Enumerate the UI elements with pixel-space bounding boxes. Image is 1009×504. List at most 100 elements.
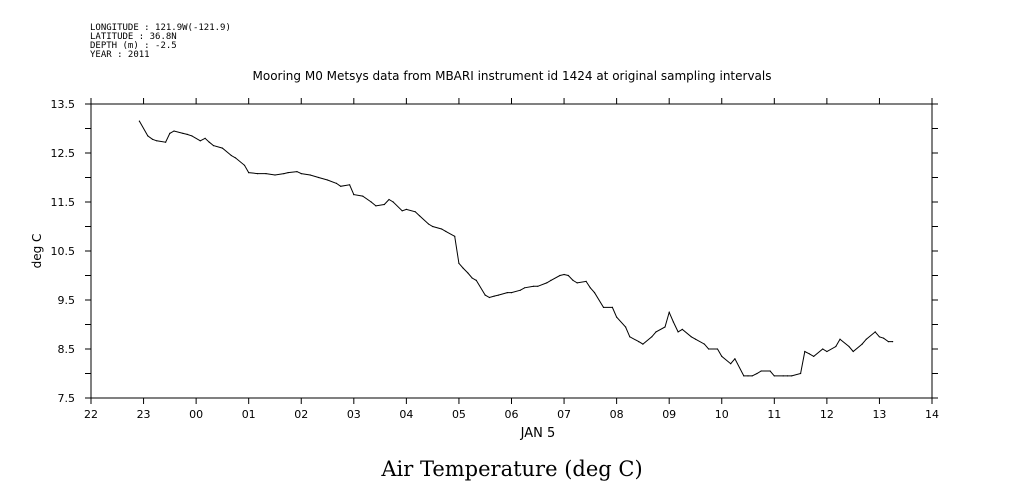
data-point bbox=[454, 235, 456, 237]
x-tick-label: 02 bbox=[294, 408, 308, 421]
data-point bbox=[173, 130, 175, 132]
data-point bbox=[813, 355, 815, 357]
data-point bbox=[471, 277, 473, 279]
data-point bbox=[572, 279, 574, 281]
data-point bbox=[248, 172, 250, 174]
data-point bbox=[432, 225, 434, 228]
data-point bbox=[510, 292, 513, 294]
x-tick-label: 08 bbox=[610, 408, 624, 421]
tick-labels: 22 23 00 01 02 03 04 05 06 07 08 09 10 11 12 13 14 7.5 8.5… bbox=[51, 98, 940, 421]
data-point bbox=[445, 230, 447, 232]
data-point bbox=[734, 358, 736, 360]
data-point bbox=[533, 285, 535, 287]
data-point bbox=[708, 348, 710, 350]
data-point bbox=[852, 350, 854, 353]
x-tick-label: 01 bbox=[242, 408, 256, 421]
x-tick-label: 00 bbox=[189, 408, 203, 421]
data-point bbox=[186, 133, 188, 135]
y-tick-label: 10.5 bbox=[51, 245, 76, 258]
x-tick-label: 03 bbox=[347, 408, 361, 421]
data-point bbox=[550, 279, 552, 281]
data-point bbox=[405, 208, 407, 210]
data-point bbox=[826, 350, 828, 353]
data-point bbox=[822, 348, 824, 350]
x-tick-label: 13 bbox=[872, 408, 886, 421]
data-point bbox=[497, 294, 499, 296]
data-point bbox=[156, 140, 158, 142]
data-point bbox=[401, 210, 403, 212]
data-point bbox=[747, 375, 749, 377]
series-line bbox=[138, 120, 893, 377]
data-point bbox=[589, 287, 591, 289]
data-point bbox=[300, 173, 302, 175]
x-tick-label: 06 bbox=[505, 408, 519, 421]
data-point bbox=[791, 375, 793, 377]
data-point bbox=[212, 145, 215, 147]
metadata-depth: DEPTH (m) : -2.5 bbox=[90, 41, 177, 51]
data-point bbox=[546, 282, 548, 284]
data-point bbox=[576, 282, 578, 284]
data-point bbox=[883, 337, 885, 339]
data-point bbox=[383, 203, 385, 206]
plot-area-frame bbox=[90, 103, 933, 399]
data-point bbox=[800, 372, 802, 375]
data-point bbox=[773, 375, 775, 377]
data-point bbox=[427, 223, 430, 225]
data-point bbox=[563, 273, 565, 276]
data-point bbox=[340, 185, 342, 187]
data-point bbox=[642, 343, 644, 345]
data-point bbox=[506, 292, 508, 294]
data-point bbox=[287, 172, 289, 174]
data-point bbox=[274, 174, 276, 176]
x-tick-label: 23 bbox=[137, 408, 151, 421]
data-point bbox=[138, 120, 140, 122]
data-point bbox=[462, 267, 464, 269]
y-axis-label: deg C bbox=[30, 234, 44, 269]
data-point bbox=[602, 306, 605, 308]
data-point bbox=[848, 345, 850, 348]
data-point bbox=[326, 179, 329, 181]
data-point bbox=[625, 326, 627, 328]
data-point bbox=[221, 147, 223, 149]
data-point bbox=[169, 132, 171, 134]
data-point bbox=[191, 135, 193, 137]
metadata-longitude: LONGITUDE : 121.9W(-121.9) bbox=[90, 23, 231, 33]
data-point bbox=[611, 306, 614, 308]
data-point bbox=[629, 336, 631, 338]
data-point bbox=[651, 336, 653, 338]
data-point bbox=[362, 195, 364, 197]
data-point bbox=[296, 171, 298, 173]
data-point bbox=[672, 321, 675, 323]
data-point bbox=[638, 341, 640, 343]
data-point bbox=[353, 194, 355, 196]
metadata-block: LONGITUDE : 121.9W(-121.9) LATITUDE : 36… bbox=[90, 23, 231, 60]
data-point bbox=[388, 198, 390, 201]
y-tick-label: 7.5 bbox=[58, 392, 76, 405]
data-point bbox=[283, 173, 285, 175]
data-point bbox=[808, 353, 811, 355]
data-point bbox=[537, 285, 539, 287]
data-point bbox=[694, 338, 697, 340]
y-tick-label: 12.5 bbox=[51, 147, 76, 160]
data-point bbox=[677, 331, 679, 333]
data-point bbox=[375, 205, 377, 207]
data-point bbox=[414, 211, 416, 213]
y-tick-label: 9.5 bbox=[58, 294, 76, 307]
data-point bbox=[760, 370, 762, 372]
data-point bbox=[751, 375, 753, 377]
data-point bbox=[208, 141, 210, 143]
data-point bbox=[756, 372, 758, 375]
chart-title: Mooring M0 Metsys data from MBARI instru… bbox=[253, 69, 772, 83]
metadata-year: YEAR : 2011 bbox=[90, 50, 150, 60]
data-point bbox=[892, 341, 894, 343]
data-point bbox=[265, 173, 267, 175]
x-tick-label: 09 bbox=[662, 408, 676, 421]
data-point bbox=[370, 201, 372, 203]
x-tick-label: 05 bbox=[452, 408, 466, 421]
data-point bbox=[309, 174, 311, 176]
data-point bbox=[655, 331, 657, 333]
data-point bbox=[147, 135, 149, 137]
data-point bbox=[835, 345, 837, 348]
data-point bbox=[519, 289, 522, 291]
metadata-latitude: LATITUDE : 36.8N bbox=[90, 32, 177, 42]
